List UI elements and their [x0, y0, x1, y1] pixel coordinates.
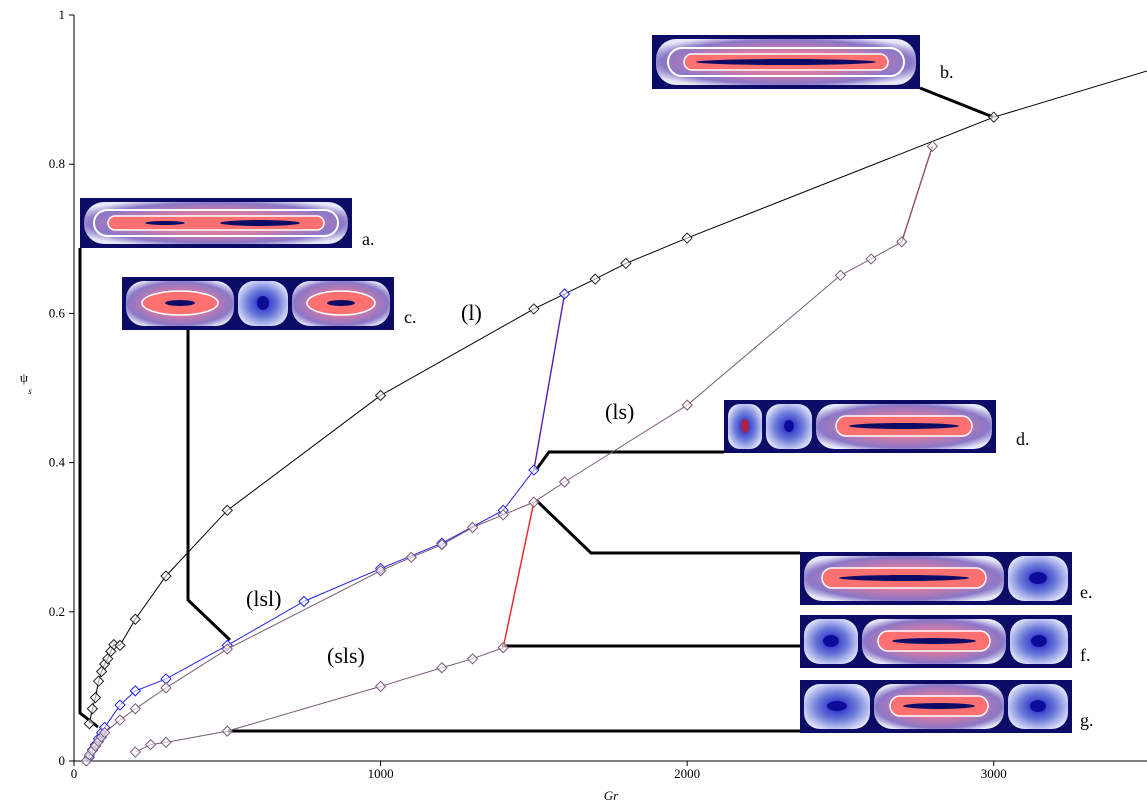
data-point	[374, 565, 387, 577]
data-point	[681, 232, 693, 244]
data-point	[298, 595, 310, 608]
data-point	[405, 551, 417, 564]
curve-label-l: (l)	[461, 300, 482, 325]
panel-label-f: f.	[1080, 645, 1091, 665]
y-tick-label: 0	[59, 753, 66, 768]
x-tick-label: 1000	[368, 766, 394, 781]
x-tick-label: 0	[71, 766, 78, 781]
panel-e: e.	[800, 552, 1093, 605]
data-point	[466, 653, 479, 665]
data-point	[681, 399, 693, 411]
data-point	[466, 521, 479, 534]
data-point	[558, 288, 571, 300]
panel-d: d.	[724, 400, 1030, 453]
axes	[73, 15, 1147, 762]
x-tick-label: 2000	[674, 766, 700, 781]
data-point	[92, 675, 105, 687]
data-point	[528, 303, 540, 315]
data-point	[129, 685, 142, 697]
data-point	[129, 703, 142, 715]
curve-label-ls: (ls)	[605, 399, 634, 424]
data-point	[834, 269, 847, 282]
panel-c: c.	[122, 277, 417, 330]
panel-b: b.	[652, 35, 954, 89]
data-point	[926, 140, 939, 153]
data-point	[114, 699, 126, 711]
data-point	[160, 736, 172, 749]
data-point	[221, 504, 233, 517]
data-point	[160, 570, 172, 582]
y-tick-label: 1	[59, 7, 66, 22]
curve-label-lsl: (lsl)	[246, 586, 281, 611]
x-axis-label: Gr	[604, 788, 619, 803]
transition-line	[502, 501, 535, 648]
data-point	[160, 682, 172, 694]
panel-a: a.	[80, 198, 375, 249]
y-axis-subscript: s	[28, 386, 32, 396]
data-point	[436, 662, 448, 674]
series-line	[135, 647, 504, 753]
panel-label-g: g.	[1080, 710, 1094, 730]
data-point	[83, 717, 96, 730]
data-point	[558, 476, 571, 488]
panel-g: g.	[800, 680, 1094, 733]
data-point	[988, 111, 1000, 123]
data-point	[129, 613, 142, 625]
data-point	[528, 496, 540, 508]
y-tick-label: 0.2	[49, 604, 65, 619]
panel-f: f.	[800, 615, 1091, 668]
data-point	[896, 236, 908, 248]
data-point	[497, 509, 509, 521]
y-tick-label: 0.4	[49, 455, 66, 470]
data-point	[98, 726, 111, 739]
ticks: 0 1000 2000 3000 0 0.2 0.4 0.6 0.8 1	[49, 7, 1007, 781]
leader-e	[534, 498, 800, 555]
data-point	[129, 746, 142, 758]
data-point	[374, 680, 387, 693]
curve-label-sls: (sls)	[327, 643, 365, 668]
panel-label-b: b.	[940, 62, 954, 82]
leader-c	[186, 330, 232, 642]
data-point	[374, 389, 387, 402]
data-point	[114, 714, 126, 726]
data-point	[221, 643, 233, 655]
y-tick-label: 0.8	[49, 156, 65, 171]
data-point	[436, 538, 448, 551]
data-point	[620, 257, 632, 270]
data-point	[497, 641, 509, 654]
x-tick-label: 3000	[981, 766, 1007, 781]
leader-d	[534, 450, 724, 471]
panel-label-c: c.	[404, 307, 417, 327]
data-point	[221, 725, 233, 737]
leader-lines	[78, 86, 994, 733]
y-tick-label: 0.6	[49, 305, 66, 320]
data-point	[528, 464, 540, 476]
y-axis-label: ψ s	[20, 370, 32, 396]
y-axis-symbol: ψ	[20, 370, 28, 385]
data-point	[114, 639, 126, 652]
plot-area	[80, 70, 1147, 767]
panel-label-d: d.	[1016, 429, 1030, 449]
data-point	[589, 273, 601, 285]
panel-label-a: a.	[362, 229, 375, 249]
panel-label-e: e.	[1080, 582, 1093, 602]
data-point	[89, 691, 102, 704]
data-point	[86, 703, 99, 715]
data-point	[144, 738, 157, 751]
leader-b	[919, 86, 994, 119]
data-point	[865, 253, 877, 265]
leader-a	[78, 248, 99, 729]
